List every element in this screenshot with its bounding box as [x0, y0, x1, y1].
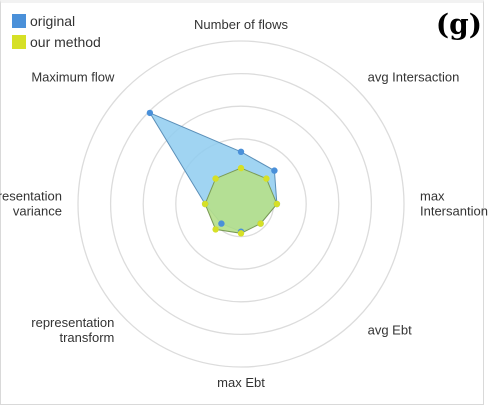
legend-swatch-our-method [12, 34, 26, 49]
axis-label: Number of flows [194, 17, 288, 32]
data-point-our-method[interactable] [212, 175, 219, 182]
data-point-our-method[interactable] [212, 226, 219, 233]
grid-ring [142, 105, 340, 303]
data-point-our-method[interactable] [201, 200, 209, 208]
grid-ring [77, 40, 405, 368]
axis-label-line: Maximum flow [31, 69, 115, 84]
data-point-original[interactable] [271, 167, 278, 174]
radar-points [146, 109, 281, 237]
axis-label: representation transform [31, 315, 114, 345]
grid-ring [109, 72, 373, 336]
axis-label-line: max Ebt [217, 375, 265, 390]
data-point-our-method[interactable] [263, 175, 270, 182]
axis-label-line: representation [31, 315, 114, 330]
legend-label-our-method: our method [30, 33, 101, 50]
axis-label-line: Number of flows [194, 17, 288, 32]
axis-label: max Ebt [217, 375, 265, 390]
axis-label-line: variance [13, 204, 62, 219]
legend-item-our-method[interactable]: our method [12, 31, 101, 52]
radar-axis-labels: Number of flows avg Intersaction max Inters… [0, 17, 488, 390]
data-point-our-method[interactable] [257, 220, 264, 227]
panel-label: (g) [435, 8, 482, 41]
legend-swatch-original [12, 13, 26, 28]
legend: original our method [12, 10, 101, 52]
axis-label: Maximum flow [31, 69, 115, 84]
axis-label-line: max [420, 189, 445, 204]
axis-label-line: avg Intersaction [368, 69, 460, 84]
data-point-original[interactable] [146, 109, 154, 117]
legend-item-original[interactable]: original [12, 10, 101, 31]
grid-ring [175, 138, 307, 270]
axis-label: representationvariance [0, 189, 62, 219]
axis-label-line: representation [0, 189, 62, 204]
data-point-our-method[interactable] [237, 164, 245, 172]
axis-label: max Intersantion [420, 189, 488, 219]
axis-label-line: transform [59, 330, 114, 345]
radar-areas [148, 111, 278, 234]
data-point-original[interactable] [237, 148, 245, 155]
axis-label-line: avg Ebt [368, 323, 412, 338]
axis-label-line: Intersantion [420, 204, 488, 219]
axis-label: avg Intersaction [368, 69, 460, 84]
legend-label-original: original [30, 12, 76, 29]
axis-label: avg Ebt [368, 323, 412, 338]
data-point-our-method[interactable] [237, 230, 245, 237]
data-point-our-method[interactable] [273, 200, 281, 208]
data-point-original[interactable] [218, 220, 225, 227]
